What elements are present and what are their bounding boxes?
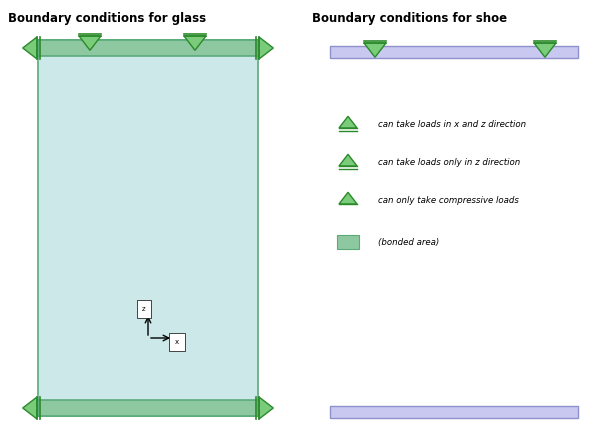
- Polygon shape: [259, 397, 274, 419]
- Text: can take loads only in z direction: can take loads only in z direction: [378, 158, 520, 167]
- Polygon shape: [339, 117, 357, 128]
- Polygon shape: [534, 43, 556, 57]
- Bar: [38, 400, 258, 416]
- Bar: [330, 406, 578, 418]
- Text: x: x: [175, 339, 179, 345]
- Polygon shape: [184, 36, 206, 50]
- Polygon shape: [23, 397, 37, 419]
- Bar: [38, 40, 258, 56]
- Polygon shape: [23, 37, 37, 59]
- Polygon shape: [79, 36, 101, 50]
- Bar: [337, 235, 359, 249]
- Polygon shape: [259, 37, 274, 59]
- Polygon shape: [364, 43, 386, 57]
- Text: (bonded area): (bonded area): [378, 237, 439, 247]
- Text: can take loads in x and z direction: can take loads in x and z direction: [378, 120, 526, 129]
- Text: z: z: [142, 306, 146, 312]
- Polygon shape: [339, 154, 357, 166]
- Text: Boundary conditions for shoe: Boundary conditions for shoe: [312, 12, 507, 25]
- Text: Boundary conditions for glass: Boundary conditions for glass: [8, 12, 206, 25]
- Bar: [330, 46, 578, 58]
- Bar: [38, 40, 258, 416]
- Polygon shape: [339, 192, 357, 204]
- Text: can only take compressive loads: can only take compressive loads: [378, 196, 519, 205]
